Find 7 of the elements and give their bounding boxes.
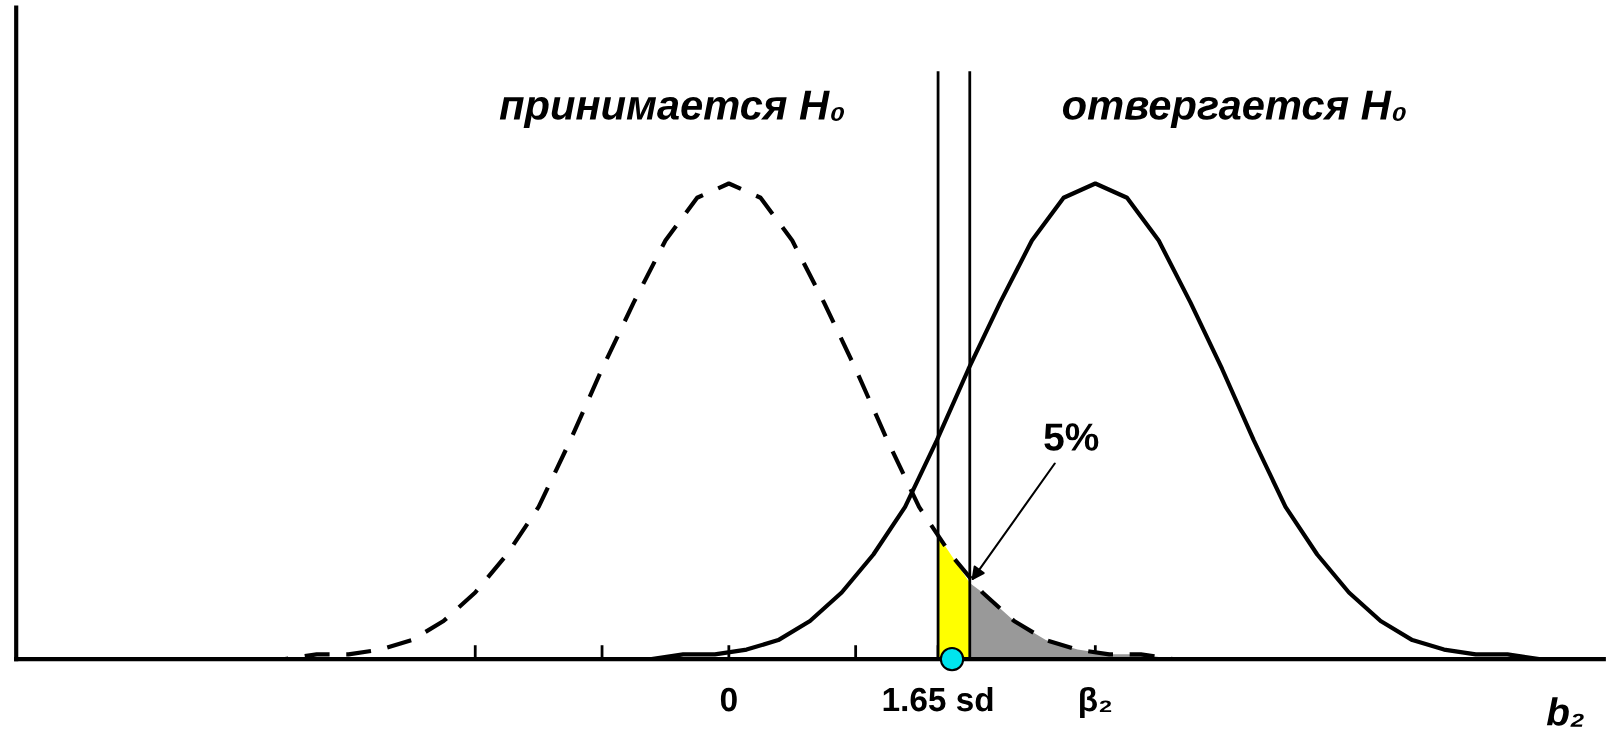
x-axis-title: b₂ [1546,697,1584,727]
text: принимается H₀ [499,90,845,129]
text: отвергается H₀ [1062,90,1406,129]
x-tick-label: 0 [720,687,737,712]
x-tick-label: β₂ [1080,686,1112,718]
annotation: 5% [1044,423,1099,451]
x-tick-label: 1.65 sd [883,686,993,712]
